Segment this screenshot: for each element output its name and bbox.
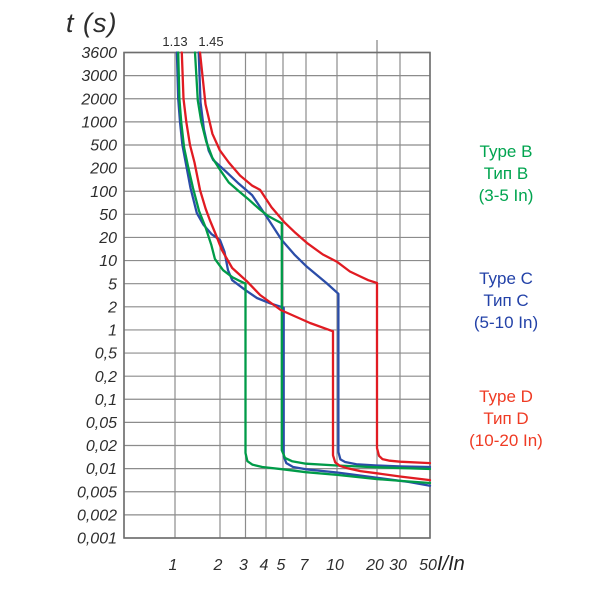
curve-D-upper <box>198 51 432 465</box>
plot-border <box>123 51 431 539</box>
top-label-1.45: 1.45 <box>198 34 223 49</box>
y-tick-label: 10 <box>99 253 117 270</box>
x-tick-label: 2 <box>213 557 223 574</box>
top-label-1.13: 1.13 <box>162 34 187 49</box>
x-tick-label: 5 <box>277 557 286 574</box>
y-tick-label: 0,5 <box>95 346 117 363</box>
x-axis-title: I/In <box>437 553 465 575</box>
y-tick-label: 500 <box>90 138 117 155</box>
curve-D-lower <box>180 51 432 482</box>
y-tick-label: 0,02 <box>86 438 117 455</box>
y-tick-label: 0,05 <box>86 415 117 432</box>
y-tick-label: 3000 <box>81 68 117 85</box>
y-tick-label: 0,001 <box>77 531 117 548</box>
x-tick-label: 4 <box>260 557 269 574</box>
y-tick-label: 2000 <box>80 91 117 108</box>
y-tick-label: 200 <box>89 161 117 178</box>
y-tick-label: 100 <box>90 184 117 201</box>
x-tick-label: 1 <box>169 557 178 574</box>
curve-B-lower <box>177 51 432 485</box>
y-tick-label: 0,2 <box>95 369 117 386</box>
y-tick-label: 1 <box>108 323 117 340</box>
y-tick-label: 0,002 <box>77 507 117 524</box>
y-tick-label: 0,1 <box>95 392 117 409</box>
y-tick-label: 2 <box>107 299 117 316</box>
legend-type-d-line-en: Type D <box>479 387 533 406</box>
x-tick-label: 3 <box>239 557 248 574</box>
legend-type-c-range: (5-10 In) <box>473 313 539 332</box>
x-tick-label: 30 <box>389 557 407 574</box>
legend-type-b-line-ru: Тип B <box>483 164 529 183</box>
y-tick-label: 20 <box>98 230 117 247</box>
legend-type-b-line-en: Type B <box>479 142 533 161</box>
curve-C-lower <box>175 51 432 487</box>
legend-type-d-range: (10-20 In) <box>469 431 543 450</box>
y-tick-label: 50 <box>99 207 117 224</box>
y-tick-label: 0,01 <box>86 461 117 478</box>
legend-type-c-line-ru: Тип C <box>483 291 529 310</box>
y-tick-label: 0,005 <box>77 484 117 501</box>
legend-type-c: Type C Тип C (5-10 In) <box>438 268 574 334</box>
y-tick-label: 5 <box>108 276 117 293</box>
y-tick-label: 3600 <box>81 45 117 62</box>
x-tick-label: 50 <box>419 557 437 574</box>
legend-type-b: Type B Тип B (3-5 In) <box>438 141 574 207</box>
x-tick-label: 7 <box>300 557 310 574</box>
x-tick-label: 10 <box>326 557 344 574</box>
legend-type-c-line-en: Type C <box>479 269 533 288</box>
legend-type-d-line-ru: Тип D <box>483 409 529 428</box>
x-tick-label: 20 <box>365 557 384 574</box>
curve-B-upper <box>193 51 432 471</box>
y-axis-title: t (s) <box>66 8 118 38</box>
curve-C-upper <box>197 51 432 469</box>
legend-type-d: Type D Тип D (10-20 In) <box>438 386 574 452</box>
y-tick-label: 1000 <box>81 114 117 131</box>
legend-type-b-range: (3-5 In) <box>478 186 534 205</box>
